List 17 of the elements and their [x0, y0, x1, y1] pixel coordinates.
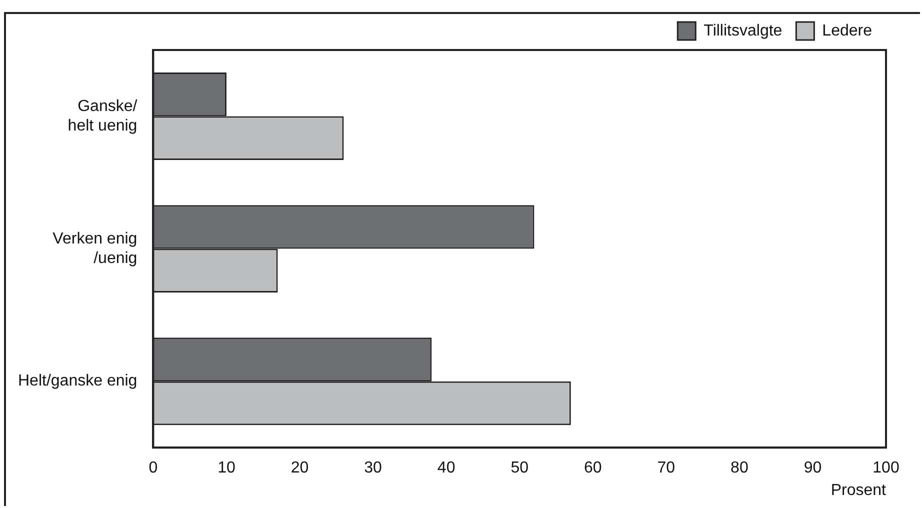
x-tick-label: 90: [804, 460, 822, 477]
x-tick-label: 70: [657, 460, 676, 477]
x-tick-label: 50: [510, 460, 529, 477]
y-tick-label: Verken enig /uenig: [52, 230, 138, 267]
x-tick-label: 60: [584, 460, 602, 477]
y-tick-label: Ganske/ helt uenig: [68, 98, 138, 134]
legend-label: Ledere: [822, 22, 872, 40]
x-tick-label: 0: [148, 460, 158, 477]
x-tick-label: 30: [364, 460, 382, 477]
x-tick-label: 20: [290, 460, 309, 477]
x-tick-label: 80: [730, 460, 748, 477]
x-axis-title: Prosent: [830, 482, 887, 499]
x-tick-label: 100: [872, 460, 900, 477]
legend-label: Tillitsvalgte: [704, 22, 782, 40]
x-tick-label: 10: [218, 460, 236, 477]
x-tick-label: 40: [437, 460, 456, 477]
y-tick-label: Helt/ganske enig: [18, 372, 138, 390]
